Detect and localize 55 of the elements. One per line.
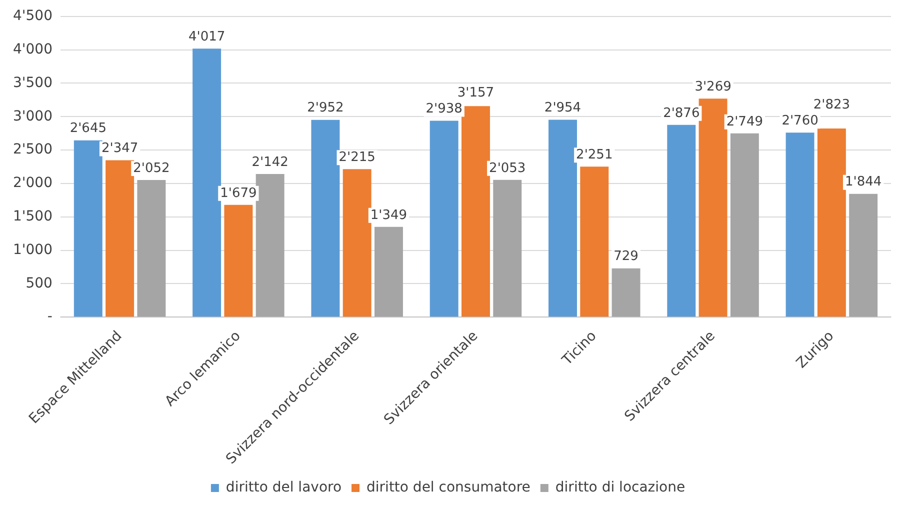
- data-label: 2'645: [70, 121, 106, 136]
- data-label: 2'251: [576, 148, 613, 163]
- bar: [137, 180, 166, 317]
- bar: [462, 106, 490, 317]
- bar: [311, 120, 340, 317]
- bar: [74, 140, 102, 317]
- data-label: 2'052: [133, 160, 170, 176]
- y-tick-label: 1'500: [12, 208, 52, 224]
- bar: [548, 120, 577, 317]
- bar: [667, 124, 696, 317]
- y-tick-label: 3'500: [12, 74, 52, 91]
- bar: [430, 120, 458, 317]
- bar: [374, 226, 403, 317]
- bar: [849, 194, 878, 317]
- y-tick-label: 3'000: [12, 108, 52, 124]
- legend-label: diritto del consumatore: [366, 480, 530, 496]
- data-label: 2'952: [307, 100, 344, 116]
- bar: [698, 98, 728, 317]
- data-label: 2'760: [782, 114, 818, 129]
- data-label: 1'844: [844, 174, 882, 190]
- legend-label: diritto del lavoro: [226, 480, 342, 496]
- data-label: 729: [614, 249, 638, 264]
- bar: [192, 48, 222, 317]
- bar: [580, 166, 609, 317]
- data-label: 1'349: [370, 208, 408, 223]
- y-tick-label: -: [47, 308, 52, 325]
- data-label: 2'876: [663, 106, 700, 121]
- data-label: 2'823: [813, 98, 850, 113]
- data-label: 2'053: [489, 160, 526, 176]
- bar: [342, 169, 372, 317]
- bar: [817, 128, 846, 317]
- data-label: 3'157: [457, 86, 494, 101]
- bar: [106, 160, 134, 317]
- data-label: 2'142: [252, 154, 288, 170]
- y-tick-label: 2'000: [12, 175, 52, 192]
- data-label: 3'269: [694, 80, 732, 95]
- data-label: 2'347: [101, 141, 138, 156]
- bar: [786, 132, 814, 317]
- bar: [256, 174, 284, 317]
- y-tick-label: 1'000: [12, 242, 52, 258]
- legend-label: diritto di locazione: [555, 480, 686, 496]
- data-label: 4'017: [188, 30, 226, 45]
- data-label: 2'938: [426, 102, 462, 117]
- bar: [224, 204, 253, 317]
- data-label: 2'749: [726, 114, 764, 130]
- data-label: 2'954: [544, 100, 582, 116]
- y-tick-label: 4'500: [12, 8, 52, 24]
- bar: [612, 268, 640, 317]
- bar: [730, 133, 759, 317]
- bar: [493, 180, 522, 317]
- y-tick-label: 4'000: [12, 41, 52, 58]
- y-tick-label: 2'500: [12, 142, 52, 158]
- data-label: 2'215: [338, 150, 376, 165]
- y-tick-label: 500: [26, 275, 52, 292]
- data-label: 1'679: [220, 186, 257, 201]
